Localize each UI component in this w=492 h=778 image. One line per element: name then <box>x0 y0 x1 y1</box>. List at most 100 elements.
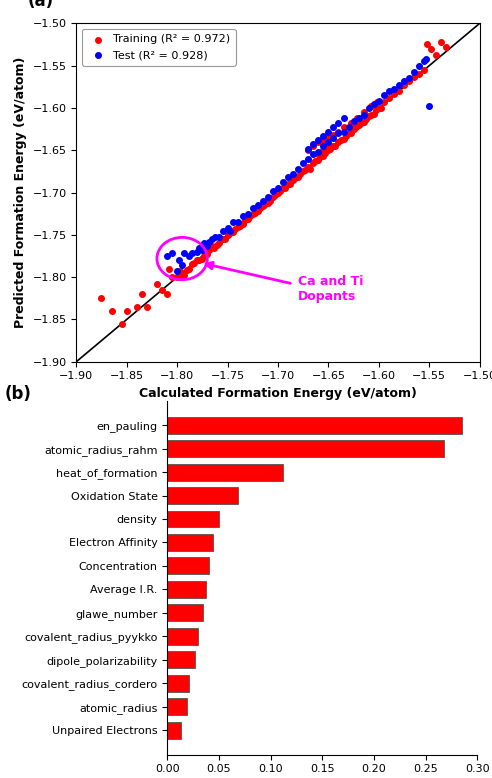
Bar <box>167 605 204 622</box>
Training (R² = 0.972) <box>249 208 257 220</box>
Training (R² = 0.972) <box>163 288 171 300</box>
Training (R² = 0.972) <box>301 163 309 176</box>
Training (R² = 0.972) <box>332 140 339 152</box>
Test (R² = 0.928) <box>188 247 196 260</box>
Training (R² = 0.972) <box>339 121 347 133</box>
Test (R² = 0.928) <box>204 240 212 252</box>
Training (R² = 0.972) <box>423 38 431 51</box>
Training (R² = 0.972) <box>200 250 208 262</box>
Training (R² = 0.972) <box>204 248 212 261</box>
Training (R² = 0.972) <box>311 155 319 167</box>
Training (R² = 0.972) <box>289 173 297 186</box>
Test (R² = 0.928) <box>350 114 358 127</box>
Training (R² = 0.972) <box>153 278 161 290</box>
Test (R² = 0.928) <box>215 230 223 243</box>
Test (R² = 0.928) <box>319 140 327 152</box>
Test (R² = 0.928) <box>178 259 186 272</box>
Training (R² = 0.972) <box>373 96 381 108</box>
Bar <box>167 440 444 457</box>
Training (R² = 0.972) <box>319 144 327 156</box>
Test (R² = 0.928) <box>289 168 297 180</box>
Training (R² = 0.972) <box>211 241 218 254</box>
Legend: Training (R² = 0.972), Test (R² = 0.928): Training (R² = 0.972), Test (R² = 0.928) <box>82 29 236 65</box>
Training (R² = 0.972) <box>370 107 378 120</box>
Test (R² = 0.928) <box>345 121 353 133</box>
Training (R² = 0.972) <box>236 220 244 233</box>
Training (R² = 0.972) <box>377 102 385 114</box>
Training (R² = 0.972) <box>256 202 264 214</box>
Training (R² = 0.972) <box>321 146 329 159</box>
Training (R² = 0.972) <box>309 156 317 169</box>
Training (R² = 0.972) <box>175 267 183 279</box>
Training (R² = 0.972) <box>271 189 279 202</box>
Test (R² = 0.928) <box>422 53 430 65</box>
Training (R² = 0.972) <box>276 184 284 197</box>
Training (R² = 0.972) <box>214 239 221 251</box>
Training (R² = 0.972) <box>143 300 151 313</box>
Training (R² = 0.972) <box>259 200 267 212</box>
Training (R² = 0.972) <box>220 233 228 245</box>
Bar <box>167 628 198 645</box>
Test (R² = 0.928) <box>193 246 201 258</box>
Test (R² = 0.928) <box>173 265 181 278</box>
Training (R² = 0.972) <box>299 165 307 177</box>
Training (R² = 0.972) <box>335 135 342 148</box>
Training (R² = 0.972) <box>291 172 299 184</box>
Training (R² = 0.972) <box>360 116 368 128</box>
Test (R² = 0.928) <box>339 112 347 124</box>
Training (R² = 0.972) <box>274 187 282 200</box>
Test (R² = 0.928) <box>163 250 171 262</box>
Test (R² = 0.928) <box>400 75 408 87</box>
Test (R² = 0.928) <box>229 216 237 229</box>
Training (R² = 0.972) <box>193 254 201 266</box>
Training (R² = 0.972) <box>390 87 398 100</box>
Test (R² = 0.928) <box>370 97 378 110</box>
Test (R² = 0.928) <box>309 138 317 151</box>
Text: (a): (a) <box>28 0 54 10</box>
Test (R² = 0.928) <box>360 108 368 121</box>
Training (R² = 0.972) <box>385 92 393 104</box>
Test (R² = 0.928) <box>390 83 398 96</box>
Test (R² = 0.928) <box>259 194 267 207</box>
Training (R² = 0.972) <box>325 138 333 151</box>
Training (R² = 0.972) <box>330 129 338 142</box>
Training (R² = 0.972) <box>372 104 380 117</box>
Training (R² = 0.972) <box>284 178 292 191</box>
Test (R² = 0.928) <box>185 250 193 262</box>
Training (R² = 0.972) <box>360 106 368 118</box>
Training (R² = 0.972) <box>314 154 322 166</box>
Training (R² = 0.972) <box>345 127 353 139</box>
Training (R² = 0.972) <box>367 108 375 121</box>
Test (R² = 0.928) <box>305 142 312 155</box>
Training (R² = 0.972) <box>261 198 269 210</box>
Training (R² = 0.972) <box>380 96 388 108</box>
Test (R² = 0.928) <box>330 121 338 134</box>
Training (R² = 0.972) <box>239 218 246 230</box>
Test (R² = 0.928) <box>218 224 226 237</box>
Training (R² = 0.972) <box>367 100 375 113</box>
Training (R² = 0.972) <box>198 252 206 265</box>
X-axis label: Calculated Formation Energy (eV/atom): Calculated Formation Energy (eV/atom) <box>139 387 417 400</box>
Test (R² = 0.928) <box>226 224 234 237</box>
Test (R² = 0.928) <box>426 100 433 113</box>
Test (R² = 0.928) <box>244 208 252 220</box>
Training (R² = 0.972) <box>347 127 355 139</box>
Training (R² = 0.972) <box>246 210 254 223</box>
Training (R² = 0.972) <box>281 182 289 194</box>
Test (R² = 0.928) <box>200 237 208 250</box>
Test (R² = 0.928) <box>335 127 342 139</box>
Test (R² = 0.928) <box>305 152 312 165</box>
Training (R² = 0.972) <box>352 121 360 134</box>
Test (R² = 0.928) <box>375 95 383 107</box>
Test (R² = 0.928) <box>415 59 423 72</box>
Training (R² = 0.972) <box>316 151 324 163</box>
Training (R² = 0.972) <box>350 123 358 135</box>
Bar <box>167 675 189 692</box>
Training (R² = 0.972) <box>319 150 327 163</box>
Training (R² = 0.972) <box>314 149 322 161</box>
Training (R² = 0.972) <box>347 117 355 129</box>
Test (R² = 0.928) <box>195 241 203 254</box>
Training (R² = 0.972) <box>428 43 435 55</box>
Training (R² = 0.972) <box>442 40 450 53</box>
Test (R² = 0.928) <box>175 254 183 266</box>
